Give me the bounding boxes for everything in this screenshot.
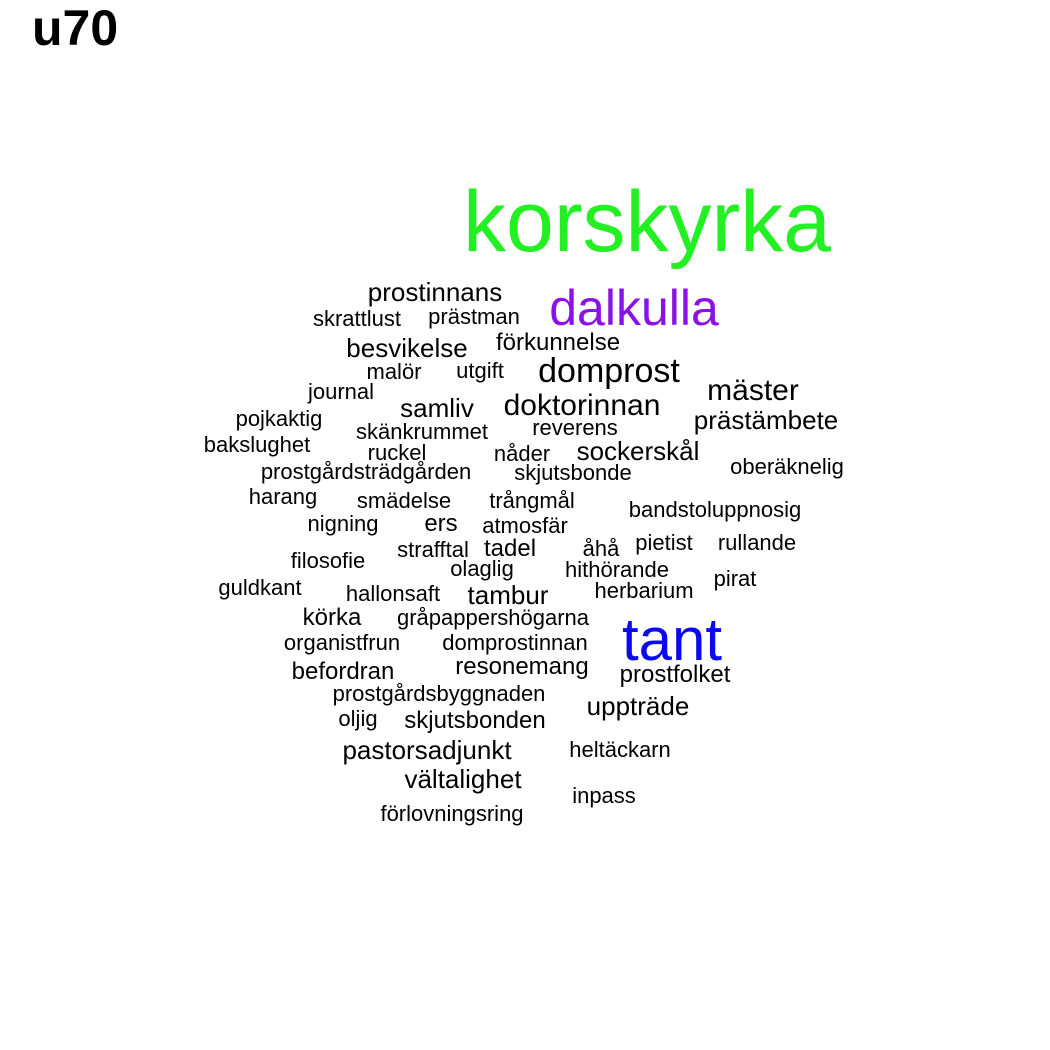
cloud-word: nåder bbox=[493, 441, 551, 466]
cloud-word: bandstoluppnosig bbox=[628, 497, 802, 522]
cloud-word: ers bbox=[424, 510, 458, 537]
cloud-word: hallonsaft bbox=[345, 581, 441, 606]
cloud-word: dalkulla bbox=[549, 280, 719, 336]
cloud-word: ruckel bbox=[367, 440, 427, 465]
cloud-word: prostgårdsträdgården bbox=[260, 459, 472, 484]
cloud-word: smädelse bbox=[356, 488, 452, 513]
cloud-word: korskyrka bbox=[463, 174, 831, 270]
cloud-word: förlovningsring bbox=[380, 801, 524, 826]
cloud-word: utgift bbox=[456, 358, 504, 383]
cloud-word: prostfolket bbox=[619, 661, 731, 688]
cloud-word: harang bbox=[248, 484, 318, 509]
cloud-word: domprostinnan bbox=[442, 630, 588, 655]
cloud-word: bakslughet bbox=[203, 432, 311, 457]
cloud-word: inpass bbox=[572, 783, 636, 808]
cloud-word: pastorsadjunkt bbox=[342, 735, 512, 765]
cloud-word: tant bbox=[621, 606, 723, 673]
cloud-word: gråpappershögarna bbox=[396, 605, 590, 630]
cloud-word: prostgårdsbyggnaden bbox=[332, 681, 546, 706]
cloud-word: skjutsbonden bbox=[404, 707, 546, 734]
cloud-word: nigning bbox=[307, 511, 379, 536]
cloud-word: tambur bbox=[467, 580, 549, 610]
cloud-word: herbarium bbox=[594, 578, 694, 603]
cloud-word: heltäckarn bbox=[569, 737, 671, 762]
cloud-word: sockerskål bbox=[576, 436, 700, 466]
cloud-word: malör bbox=[366, 359, 422, 384]
cloud-word: mäster bbox=[707, 374, 799, 407]
cloud-word: befordran bbox=[291, 658, 395, 685]
cloud-word: samliv bbox=[400, 393, 474, 423]
cloud-word: besvikelse bbox=[346, 333, 468, 363]
cloud-word: pietist bbox=[635, 530, 693, 555]
cloud-word: doktorinnan bbox=[503, 389, 661, 422]
cloud-word: olaglig bbox=[450, 556, 514, 581]
cloud-word: pirat bbox=[713, 566, 757, 591]
cloud-word: förkunnelse bbox=[495, 329, 621, 356]
cloud-word: strafftal bbox=[397, 537, 469, 562]
cloud-word: oberäknelig bbox=[730, 454, 844, 479]
cloud-word: vältalighet bbox=[404, 764, 522, 794]
cloud-word: körka bbox=[302, 604, 362, 631]
cloud-word: åhå bbox=[582, 536, 620, 561]
cloud-word: journal bbox=[307, 379, 375, 404]
cloud-word: prostinnans bbox=[367, 277, 503, 307]
cloud-word: prästman bbox=[428, 304, 520, 329]
cloud-word: skänkrummet bbox=[355, 419, 489, 444]
cloud-word: pojkaktig bbox=[235, 406, 323, 431]
cloud-word: hithörande bbox=[565, 557, 669, 582]
cloud-word: skjutsbonde bbox=[514, 460, 632, 485]
cloud-word: tadel bbox=[483, 535, 537, 562]
cloud-word: atmosfär bbox=[482, 513, 568, 538]
cloud-word: uppträde bbox=[586, 691, 690, 721]
cloud-word: guldkant bbox=[218, 575, 302, 600]
cloud-title: u70 bbox=[32, 0, 119, 56]
cloud-word: oljig bbox=[338, 706, 378, 731]
cloud-word: resonemang bbox=[455, 653, 589, 680]
cloud-word: domprost bbox=[538, 352, 680, 390]
cloud-word: skrattlust bbox=[312, 306, 402, 331]
cloud-word: trångmål bbox=[489, 488, 575, 513]
cloud-word: rullande bbox=[717, 530, 797, 555]
cloud-word: prästämbete bbox=[693, 405, 839, 435]
cloud-word: organistfrun bbox=[283, 630, 401, 655]
cloud-word: reverens bbox=[532, 415, 618, 440]
cloud-word: filosofie bbox=[290, 548, 366, 573]
